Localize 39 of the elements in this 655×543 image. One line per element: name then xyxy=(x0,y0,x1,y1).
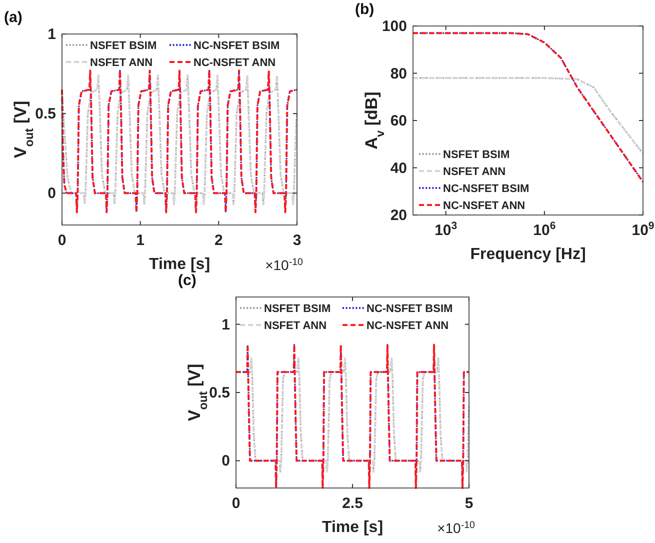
y-tick-label: 20 xyxy=(390,207,407,224)
legend-label: NC-NSFET ANN xyxy=(194,57,276,69)
y-tick-label: 100 xyxy=(382,18,407,35)
legend-label: NC-NSFET BSIM xyxy=(366,303,453,315)
x-axis-title: Time [s] xyxy=(148,256,210,273)
y-tick-label: 0 xyxy=(222,452,230,470)
legend-label: NSFET BSIM xyxy=(90,40,157,52)
legend-label: NC-NSFET ANN xyxy=(366,320,449,332)
y-tick-label: 80 xyxy=(390,65,407,82)
x-tick-label: 10$^{9}$ xyxy=(632,220,654,239)
y-tick-label: 0.5 xyxy=(209,384,230,402)
chart-title: (c) xyxy=(178,272,196,289)
y-tick-label: 0.5 xyxy=(35,106,56,123)
x-tick-label: 10$^{6}$ xyxy=(533,220,556,239)
chart-title: (b) xyxy=(355,1,374,18)
x-tick-label: 3 xyxy=(292,232,302,249)
y-tick-label: 1 xyxy=(222,316,230,334)
y-tick-label: 60 xyxy=(390,112,407,130)
text: ×10$^{-10}$ xyxy=(265,256,304,273)
x-axis-title: Time [s] xyxy=(322,519,384,536)
chart-title: (a) xyxy=(4,9,22,26)
x-tick-label: 5 xyxy=(464,495,474,512)
legend-label: NC-NSFET BSIM xyxy=(194,40,280,52)
x-tick-label: 10$^{3}$ xyxy=(434,220,458,239)
x-tick-label: 2 xyxy=(214,232,223,249)
legend-label: NSFET ANN xyxy=(443,166,506,178)
legend-label: NSFET BSIM xyxy=(443,149,510,161)
legend-label: NSFET ANN xyxy=(264,320,327,332)
text: ×10$^{-10}$ xyxy=(437,520,476,536)
legend-label: NSFET BSIM xyxy=(264,303,331,315)
x-tick-label: 2.5 xyxy=(342,495,363,512)
legend-label: NSFET ANN xyxy=(90,57,153,69)
x-axis-title: Frequency [Hz] xyxy=(470,246,586,263)
legend-label: NC-NSFET BSIM xyxy=(443,183,530,195)
y-tick-label: 0 xyxy=(48,185,56,202)
y-tick-label: 1 xyxy=(48,26,56,43)
legend-label: NC-NSFET ANN xyxy=(443,200,526,212)
x-tick-label: 1 xyxy=(136,232,145,249)
y-tick-label: 40 xyxy=(390,160,407,177)
